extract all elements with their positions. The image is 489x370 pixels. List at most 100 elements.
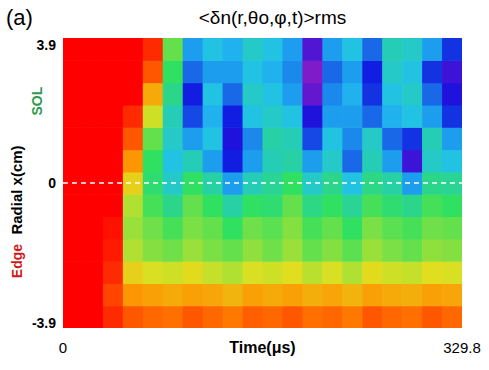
heat-cell [123, 60, 144, 83]
heat-cell [282, 216, 303, 239]
heat-cell [282, 150, 303, 173]
heat-cell [402, 83, 423, 106]
heat-cell [203, 306, 224, 328]
heat-cell [442, 216, 462, 239]
heat-cell [203, 105, 224, 128]
heat-cell [103, 216, 124, 239]
y-tick-label: 3.9 [37, 37, 57, 53]
heat-cell [402, 105, 423, 128]
heat-cell [342, 150, 363, 173]
heat-cell [362, 216, 383, 239]
heat-cell [83, 194, 104, 217]
heat-cell [163, 38, 184, 61]
heat-cell [203, 283, 224, 306]
heat-cell [243, 83, 264, 106]
heat-cell [63, 38, 84, 61]
y-axis-label: Radial x(cm) [8, 145, 25, 234]
heat-cell [243, 216, 264, 239]
heat-cell [422, 38, 443, 61]
heat-cell [322, 83, 343, 106]
heat-cell [442, 83, 462, 106]
heat-cell [63, 150, 84, 173]
y-tick-label: -3.9 [32, 315, 56, 331]
heat-cell [103, 127, 124, 150]
heat-cell [402, 150, 423, 173]
heat-cell [163, 306, 184, 328]
heat-cell [382, 105, 403, 128]
heat-cell [382, 306, 403, 328]
heat-cell [382, 283, 403, 306]
heat-cell [103, 150, 124, 173]
heat-cell [123, 105, 144, 128]
heat-cell [63, 283, 84, 306]
heat-cell [163, 194, 184, 217]
x-tick-label: 0 [59, 339, 67, 356]
plot-area [63, 38, 462, 328]
heat-cell [263, 38, 284, 61]
heat-cell [322, 216, 343, 239]
heat-cell [422, 194, 443, 217]
heat-cell [123, 83, 144, 106]
heat-cell [362, 194, 383, 217]
heat-cell [243, 60, 264, 83]
heat-cell [322, 38, 343, 61]
heat-cell [302, 283, 323, 306]
heat-cell [342, 283, 363, 306]
heat-cell [203, 194, 224, 217]
heat-cell [282, 239, 303, 262]
heat-cell [183, 60, 204, 83]
heat-cell [163, 83, 184, 106]
heat-cell [83, 83, 104, 106]
heat-cell [282, 306, 303, 328]
heat-cell [203, 150, 224, 173]
heat-cell [402, 127, 423, 150]
heat-cell [442, 105, 462, 128]
heat-cell [223, 105, 244, 128]
heat-cell [362, 83, 383, 106]
heat-cell [203, 127, 224, 150]
region-label: Edge [9, 244, 25, 278]
heat-cell [322, 127, 343, 150]
heat-cell [422, 216, 443, 239]
heat-cell [243, 194, 264, 217]
heat-cell [123, 127, 144, 150]
heat-cell [302, 38, 323, 61]
heat-cell [143, 194, 164, 217]
heat-cell [382, 261, 403, 284]
heat-cell [362, 306, 383, 328]
heat-cell [263, 306, 284, 328]
heat-cell [442, 239, 462, 262]
heat-cell [243, 105, 264, 128]
heat-cell [263, 239, 284, 262]
heat-cell [183, 216, 204, 239]
heat-cell [63, 261, 84, 284]
heat-cell [123, 216, 144, 239]
heat-cell [422, 83, 443, 106]
heat-cell [83, 127, 104, 150]
heat-cell [282, 194, 303, 217]
heat-cell [203, 216, 224, 239]
heat-cell [63, 306, 84, 328]
heat-cell [402, 261, 423, 284]
heat-cell [163, 60, 184, 83]
heat-cell [442, 150, 462, 173]
heat-cell [83, 306, 104, 328]
heat-cell [302, 216, 323, 239]
heat-cell [143, 283, 164, 306]
heat-cell [362, 38, 383, 61]
heat-cell [143, 83, 164, 106]
heat-cell [302, 83, 323, 106]
heat-cell [302, 306, 323, 328]
heat-cell [103, 306, 124, 328]
heat-cell [183, 38, 204, 61]
heat-cell [223, 194, 244, 217]
heat-cell [402, 216, 423, 239]
chart: (a)<δn(r,θo,φ,t)>rms-3.903.90329.8Time(μ… [0, 0, 489, 370]
heat-cell [123, 194, 144, 217]
heat-cell [83, 216, 104, 239]
panel-label: (a) [6, 5, 33, 30]
heat-cell [442, 306, 462, 328]
heat-cell [123, 150, 144, 173]
heat-cell [302, 150, 323, 173]
heat-cell [63, 216, 84, 239]
